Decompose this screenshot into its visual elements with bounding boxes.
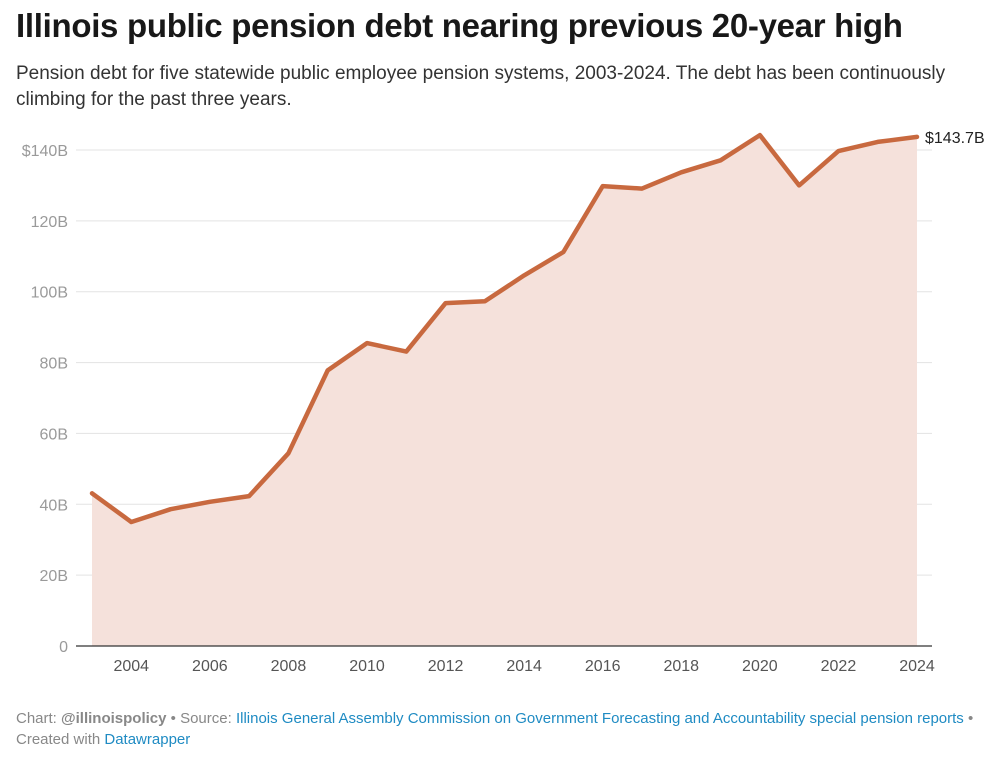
debt-area-fill — [92, 135, 917, 646]
x-tick-label: 2008 — [271, 658, 307, 675]
debt-series-line — [89, 132, 920, 525]
y-tick-label: $140B — [22, 143, 68, 160]
y-tick-label: 120B — [31, 214, 68, 231]
x-tick-label: 2012 — [428, 658, 464, 675]
chart-footer: Chart: @illinoispolicy • Source: Illinoi… — [16, 708, 1001, 750]
x-tick-label: 2004 — [113, 658, 149, 675]
x-tick-label: 2014 — [506, 658, 542, 675]
y-tick-label: 80B — [40, 356, 68, 373]
x-axis-ticks: 2004 2006 2008 2010 2012 2014 2016 2018 2020 2022… — [113, 658, 934, 675]
y-tick-label: 100B — [31, 285, 68, 302]
x-tick-label: 2020 — [742, 658, 778, 675]
footer-created-prefix: • Created with — [16, 710, 974, 748]
chart-title: Illinois public pension debt nearing pre… — [16, 7, 903, 44]
footer-chart-prefix: Chart: — [16, 710, 62, 727]
x-tick-label: 2024 — [899, 658, 935, 675]
x-tick-label: 2016 — [585, 658, 621, 675]
footer-source-prefix: • Source: — [166, 710, 236, 727]
y-tick-label: 60B — [40, 426, 68, 443]
footer-chart-author: @illinoispolicy — [61, 710, 167, 727]
chart-subtitle: Pension debt for five statewide public e… — [16, 63, 946, 110]
y-axis-ticks: 0 20B 40B 60B 80B 100B 120B $140B — [22, 143, 68, 656]
y-tick-label: 40B — [40, 497, 68, 514]
source-link[interactable]: Illinois General Assembly Commission on … — [235, 710, 964, 727]
x-tick-label: 2022 — [821, 658, 857, 675]
datawrapper-link[interactable]: Datawrapper — [104, 731, 191, 748]
x-tick-label: 2018 — [663, 658, 699, 675]
end-value-label: $143.7B — [925, 130, 985, 147]
x-tick-label: 2006 — [192, 658, 228, 675]
y-tick-label: 20B — [40, 568, 68, 585]
y-tick-label: 0 — [59, 639, 68, 656]
x-tick-label: 2010 — [349, 658, 385, 675]
